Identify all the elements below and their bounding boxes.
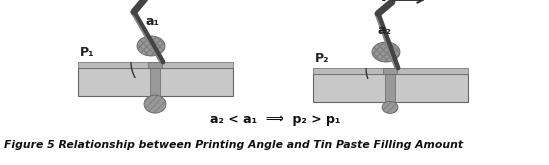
Bar (383, 68, 397, 74)
Bar (77, 62, 232, 68)
Text: a₂: a₂ (378, 24, 391, 37)
Bar (312, 74, 468, 102)
Ellipse shape (382, 101, 398, 113)
Bar (312, 68, 468, 74)
Bar (148, 62, 162, 68)
Text: a₁: a₁ (146, 15, 160, 28)
Ellipse shape (137, 36, 165, 56)
Text: Figure 5 Relationship between Printing Angle and Tin Paste Filling Amount: Figure 5 Relationship between Printing A… (4, 140, 463, 150)
Bar (150, 68, 160, 96)
Ellipse shape (144, 95, 166, 113)
Text: P₁: P₁ (80, 46, 94, 59)
Text: P₂: P₂ (315, 51, 329, 65)
Ellipse shape (372, 42, 400, 62)
Text: a₂ < a₁  ⟹  p₂ > p₁: a₂ < a₁ ⟹ p₂ > p₁ (210, 114, 340, 127)
Bar (385, 74, 395, 102)
Bar (77, 68, 232, 96)
Text: V: V (379, 0, 389, 4)
